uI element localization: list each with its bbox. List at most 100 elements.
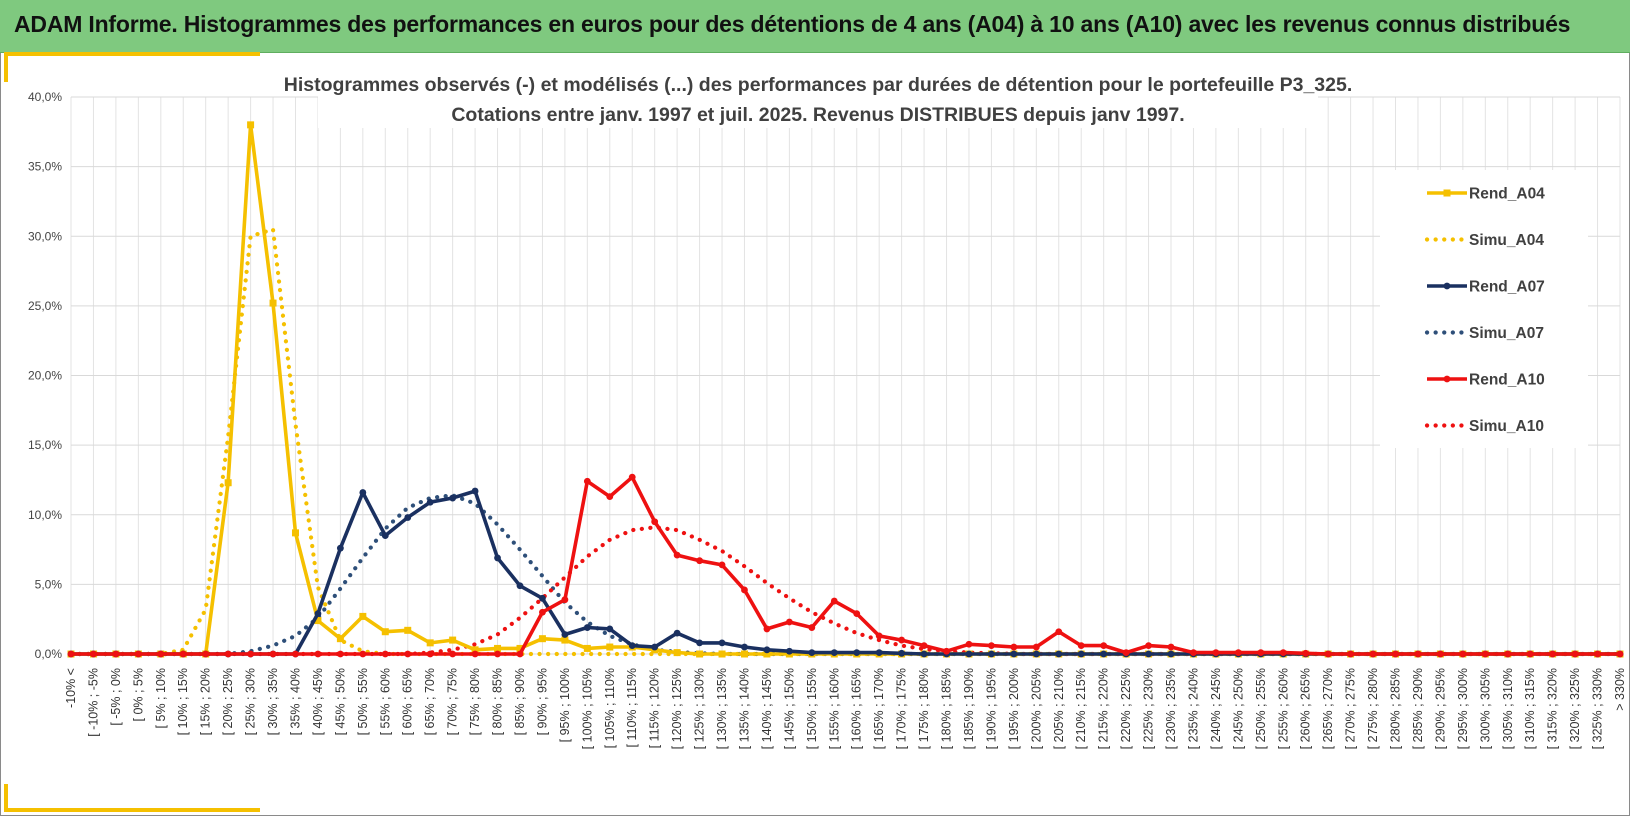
series-point-rend-a07 [516,582,524,590]
legend-marker-rend-a07 [1443,282,1451,290]
series-point-rend-a07 [1077,650,1085,658]
series-point-rend-a10 [606,493,614,501]
series-point-rend-a04 [763,650,771,658]
series-point-rend-a07 [830,649,838,657]
x-tick-label: [ 40% ; 45% [311,668,325,735]
series-point-rend-a10 [90,650,97,658]
x-tick-label: [ 300% ; 305% [1478,668,1492,749]
x-tick-label: [ 10% ; 15% [176,668,190,735]
x-tick-label: [ 210% ; 215% [1074,668,1088,749]
y-tick-label: 40,0% [28,90,62,104]
series-point-rend-a07 [583,624,591,631]
x-tick-label: [ 190% ; 195% [984,668,998,749]
x-tick-label: [ 175% ; 180% [917,668,931,749]
series-point-rend-a04 [247,121,255,129]
series-point-rend-a10 [1437,650,1444,658]
series-point-rend-a04 [336,635,344,643]
series-point-rend-a10 [404,650,412,658]
x-tick-label: [ -5% ; 0% [109,668,123,726]
series-point-rend-a10 [494,650,501,658]
series-point-rend-a10 [359,650,367,658]
series-point-rend-a10 [202,650,210,658]
x-tick-label: [ 240% ; 245% [1209,668,1223,749]
x-tick-label: [ 110% ; 115% [625,668,639,747]
legend-label-rend-a07: Rend_A07 [1469,279,1545,296]
series-point-rend-a10 [875,632,883,640]
series-point-rend-a04 [606,643,614,651]
series-point-rend-a07 [853,649,861,657]
series-point-rend-a07 [763,646,771,654]
series-point-rend-a04 [538,635,546,643]
series-point-rend-a04 [269,299,277,307]
x-tick-label: [ 35% ; 40% [288,668,302,735]
series-point-rend-a10 [853,610,861,618]
y-tick-label: 5,0% [35,577,63,591]
series-point-rend-a07 [1055,650,1063,658]
x-tick-label: [ 115% ; 120% [648,668,662,748]
series-point-rend-a10 [696,557,703,565]
series-point-rend-a04 [696,650,704,658]
chart-subtitle: Cotations entre janv. 1997 et juil. 2025… [451,104,1184,126]
x-tick-label: [ 250% ; 255% [1254,668,1268,749]
x-tick-label: [ 325% ; 330% [1591,668,1605,749]
x-tick-label: [ 305% ; 310% [1501,668,1515,749]
series-point-rend-a07 [988,650,995,658]
x-tick-label: [ 200% ; 205% [1029,668,1043,749]
chart-title: Histogrammes observés (-) et modélisés (… [284,74,1353,96]
series-point-rend-a10 [1414,650,1422,658]
series-point-rend-a07 [785,647,793,655]
series-point-rend-a10 [741,586,748,594]
series-point-rend-a10 [449,650,457,658]
series-point-rend-a10 [561,596,569,604]
series-point-rend-a10 [1055,628,1063,636]
series-point-rend-a10 [1302,649,1310,657]
series-point-rend-a10 [269,650,277,658]
series-point-rend-a04 [516,644,524,652]
series-point-rend-a10 [785,618,793,626]
x-tick-label: [ 70% ; 75% [446,668,460,735]
x-tick-label: [ 95% ; 100% [558,668,572,742]
x-tick-label: [ 20% ; 25% [221,668,235,735]
x-tick-label: [ 255% ; 260% [1276,668,1290,749]
accent-bar-top [4,52,260,56]
series-point-rend-a07 [696,639,703,647]
x-tick-label: [ 285% ; 290% [1411,668,1425,749]
series-point-rend-a07 [1100,650,1108,658]
series-point-rend-a10 [539,608,546,616]
series-point-rend-a10 [112,650,120,658]
series-point-rend-a10 [1347,650,1355,658]
accent-bar-bottom [4,808,260,812]
legend-label-rend-a04: Rend_A04 [1469,186,1545,203]
x-tick-label: [ 30% ; 35% [266,668,280,735]
series-line-simu-a04 [68,227,1623,657]
series-point-rend-a10 [1234,649,1242,657]
series-point-rend-a04 [224,479,232,487]
series-point-rend-a07 [359,489,367,496]
x-tick-label: [ 230% ; 235% [1164,668,1178,749]
x-tick-label: [ 90% ; 95% [535,668,549,735]
x-tick-label: [ 105% ; 110% [603,668,617,748]
series-point-rend-a07 [494,554,501,562]
x-tick-label: [ 165% ; 170% [872,668,886,749]
x-tick-label: [ 130% ; 135% [715,668,729,749]
series-point-rend-a10 [673,551,681,559]
series-point-rend-a10 [763,625,771,633]
header-banner: ADAM Informe. Histogrammes des performan… [0,0,1630,53]
y-axis: 0,0% 5,0% 10,0% 15,0% 20,0% 25,0% 30,0% 35,0% 40… [28,90,62,661]
series-point-rend-a10 [1167,643,1175,651]
y-tick-label: 10,0% [28,508,62,522]
series-point-rend-a07 [741,643,748,651]
series-point-rend-a10 [1392,650,1399,658]
series-point-rend-a10 [1100,642,1108,650]
series-line-simu-a10 [68,525,1623,657]
x-tick-label: [ 100% ; 105% [580,668,594,749]
series-point-rend-a10 [314,650,322,658]
series-point-rend-a10 [965,640,973,648]
y-tick-label: 30,0% [28,229,62,243]
series-point-rend-a07 [539,594,546,602]
accent-bar-left-bottom [4,784,8,812]
series-point-rend-a04 [449,636,457,644]
x-tick-label: [ 245% ; 250% [1231,668,1245,749]
series-point-rend-a10 [1594,650,1601,658]
